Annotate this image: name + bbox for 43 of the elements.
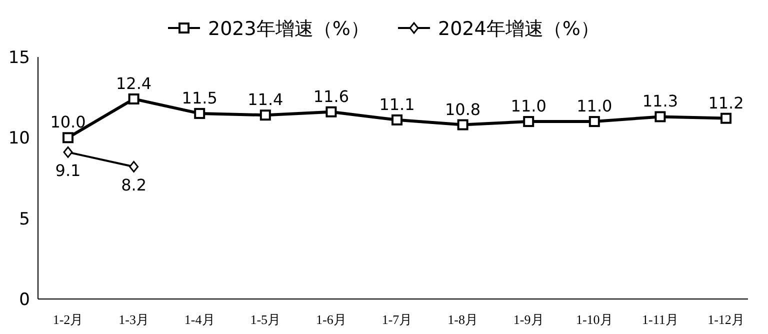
- data-label: 10.8: [444, 100, 481, 119]
- y-tick-label: 15: [8, 48, 30, 68]
- point: [326, 106, 337, 118]
- x-tick-label: 1-11月: [642, 312, 678, 327]
- data-label: 8.2: [121, 176, 147, 195]
- legend-label: 2024年增速（%）: [438, 18, 600, 40]
- x-tick-label: 1-7月: [382, 312, 412, 327]
- data-label: 11.5: [182, 88, 218, 108]
- y-tick-label: 10: [8, 128, 30, 149]
- x-tick-label: 1-4月: [184, 312, 215, 327]
- point: [194, 108, 206, 119]
- point: [129, 160, 139, 172]
- point: [62, 132, 74, 144]
- data-label: 9.1: [55, 161, 81, 180]
- x-tick-label: 1-5月: [250, 312, 281, 327]
- x-tick-label: 1-9月: [513, 312, 544, 327]
- data-label: 11.6: [313, 86, 350, 106]
- point: [128, 93, 140, 104]
- y-tick-label: 5: [19, 209, 30, 230]
- point: [392, 114, 402, 126]
- data-label: 10.0: [50, 112, 86, 132]
- y-tick-label: 0: [19, 290, 30, 310]
- point: [523, 116, 534, 128]
- x-tick-label: 1-2月: [52, 312, 84, 327]
- point: [260, 110, 271, 121]
- point: [588, 116, 600, 128]
- data-label: 12.4: [116, 74, 152, 93]
- data-label: 11.0: [576, 96, 612, 116]
- data-label: 11.1: [379, 94, 415, 114]
- point: [720, 112, 732, 124]
- data-label: 11.2: [708, 93, 744, 112]
- point: [457, 119, 468, 130]
- data-label: 11.0: [510, 96, 546, 116]
- x-tick-label: 1-10月: [576, 312, 613, 327]
- point: [654, 111, 666, 122]
- x-tick-label: 1-3月: [118, 312, 149, 327]
- x-tick-label: 1-6月: [316, 312, 346, 327]
- data-label: 11.3: [642, 92, 678, 111]
- legend-label: 2023年增速（%）: [208, 18, 370, 40]
- x-tick-label: 1-8月: [448, 312, 478, 327]
- point: [63, 146, 73, 158]
- x-tick-label: 1-12月: [708, 312, 744, 327]
- data-label: 11.4: [248, 90, 284, 110]
